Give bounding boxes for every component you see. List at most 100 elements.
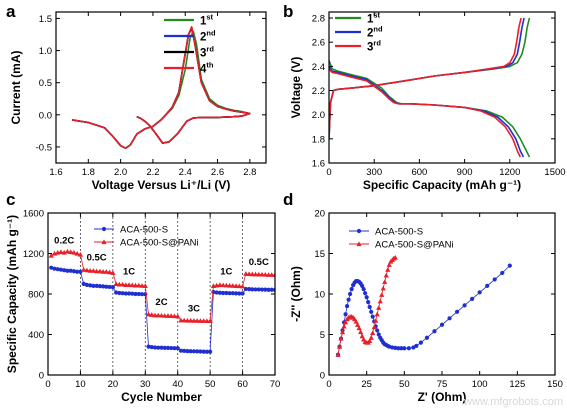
data-point <box>246 287 252 292</box>
data-point <box>74 250 80 256</box>
data-point <box>48 252 54 258</box>
panel-a: a 1.6 1.8 2.0 2.2 2.4 2.6 2.8 -0.5 0.0 0.5 1.0 1.5 Vo… <box>6 2 267 192</box>
x-axis-label: Cycle Number <box>121 390 202 404</box>
panel-d: d 0 25 50 75 100 125 150 0 5 10 15 20 Z' (Ohm) -Z'' (O… <box>283 190 563 404</box>
data-point <box>113 281 119 286</box>
data-point <box>107 269 113 275</box>
data-point <box>175 313 181 319</box>
data-point <box>188 317 194 323</box>
y-tick-label: 2.2 <box>312 86 325 97</box>
data-point <box>339 329 346 335</box>
legend-label: 1st <box>367 11 381 26</box>
data-point <box>171 313 178 319</box>
data-point <box>366 300 371 305</box>
data-point <box>363 291 368 296</box>
data-point <box>175 346 180 351</box>
data-point <box>432 329 437 334</box>
data-point <box>377 298 383 304</box>
x-tick-label: 1.8 <box>82 167 95 178</box>
x-tick-label: 2.4 <box>179 167 192 178</box>
data-point <box>355 322 361 327</box>
data-point <box>136 282 142 288</box>
data-point <box>382 279 388 284</box>
x-tick-label: 0 <box>326 167 331 178</box>
data-point <box>114 290 119 295</box>
data-point <box>149 312 155 317</box>
data-point <box>194 318 200 323</box>
data-point <box>367 338 373 344</box>
data-point <box>165 345 171 350</box>
data-point <box>233 283 239 288</box>
x-tick-label: 1500 <box>544 167 565 178</box>
data-point <box>507 263 512 268</box>
data-point <box>217 282 223 287</box>
data-point <box>139 283 145 288</box>
data-point <box>162 313 168 318</box>
series-group <box>48 248 275 354</box>
data-point <box>159 345 164 350</box>
data-point <box>259 271 265 277</box>
legend-label: ACA-500-S <box>375 227 423 238</box>
data-point <box>182 348 187 354</box>
data-point <box>336 344 343 349</box>
data-point <box>78 269 83 274</box>
data-point <box>371 324 377 330</box>
data-point <box>359 333 365 339</box>
series-line <box>51 267 275 353</box>
data-point <box>253 287 258 292</box>
data-point <box>256 287 261 292</box>
data-point <box>129 282 135 288</box>
data-point <box>402 346 407 351</box>
data-point <box>201 349 206 354</box>
y-tick-label: 10 <box>314 290 325 301</box>
data-point <box>81 267 87 272</box>
data-point <box>64 248 71 254</box>
x-tick-label: 300 <box>366 167 382 178</box>
legend-label: 3rd <box>367 39 381 54</box>
data-point <box>201 318 207 323</box>
legend-label: ACA-500-S@PANi <box>120 238 199 249</box>
data-point <box>341 323 347 329</box>
y-tick-label: 400 <box>28 330 44 341</box>
data-point <box>343 312 348 317</box>
data-point <box>230 291 235 296</box>
data-point <box>90 268 96 273</box>
data-point <box>361 287 366 292</box>
rate-label: 3C <box>188 304 200 315</box>
panel-letter: b <box>283 2 293 21</box>
plot-frame <box>328 11 556 164</box>
data-point <box>172 346 177 351</box>
data-point <box>259 287 265 292</box>
rate-label: 0.5C <box>249 257 269 268</box>
data-point <box>62 268 67 273</box>
y-tick-label: 0 <box>320 371 325 382</box>
data-point <box>68 249 74 255</box>
x-tick-label: 40 <box>172 379 183 390</box>
x-tick-label: 2.0 <box>114 167 127 178</box>
series-line <box>72 25 251 149</box>
y-tick-label: 20 <box>314 209 325 220</box>
y-tick-label: 5 <box>320 330 325 341</box>
data-point <box>256 271 262 277</box>
data-point <box>447 316 452 321</box>
series-group <box>329 17 531 158</box>
series-line <box>72 27 251 149</box>
x-tick-label: 30 <box>140 379 151 390</box>
legend-marker <box>101 239 107 245</box>
y-tick-label: 0.0 <box>39 110 52 121</box>
data-point <box>233 291 239 296</box>
series-line <box>329 17 522 139</box>
series-group <box>335 254 512 357</box>
data-point <box>454 309 460 314</box>
data-point <box>368 335 374 340</box>
series-line <box>329 65 525 158</box>
data-point <box>81 281 86 286</box>
x-tick-label: 2.2 <box>146 167 159 178</box>
data-point <box>107 284 112 290</box>
data-point <box>145 311 152 317</box>
legend-label: 4th <box>200 61 214 76</box>
y-tick-label: 1.8 <box>312 134 325 145</box>
data-point <box>353 318 359 324</box>
